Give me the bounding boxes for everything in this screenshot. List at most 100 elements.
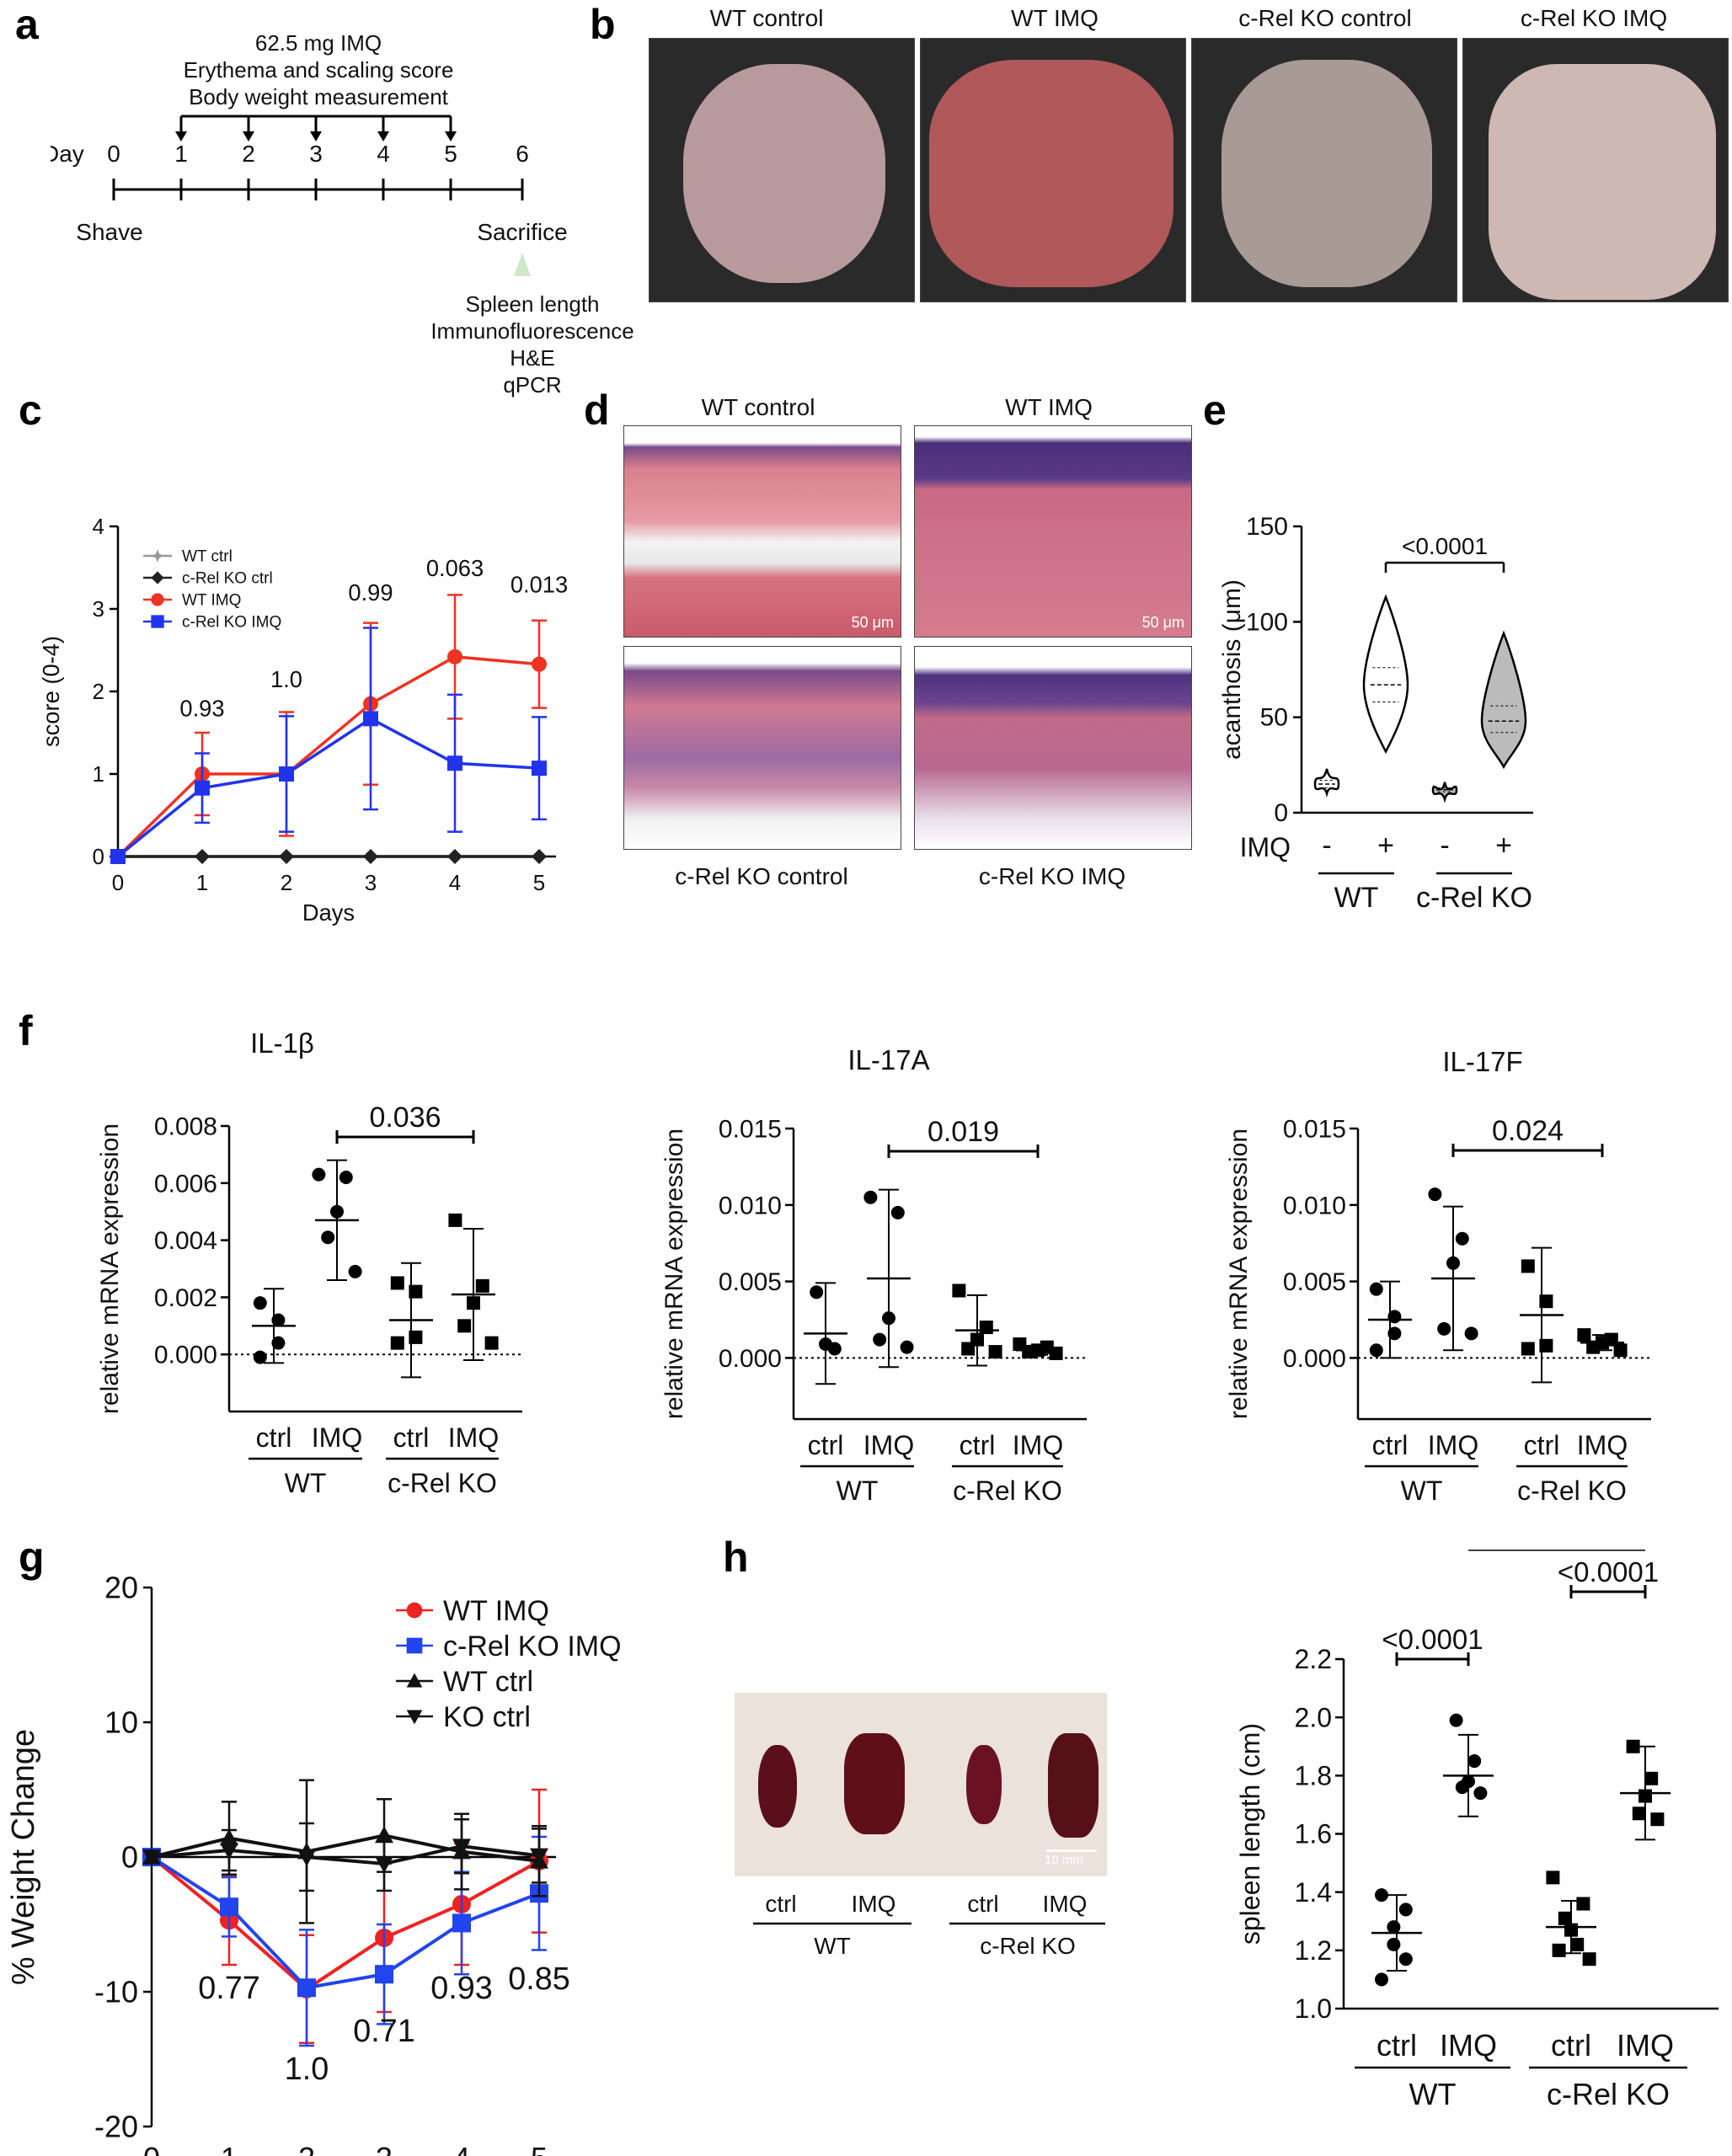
data-point bbox=[961, 1342, 976, 1356]
legend-marker bbox=[151, 593, 164, 606]
x-tick-label: 2 bbox=[298, 2141, 315, 2156]
histology-title-3: c-Rel KO IMQ bbox=[978, 863, 1126, 889]
histology-wt-imq: 50 μm bbox=[914, 425, 1192, 638]
data-point bbox=[979, 1321, 993, 1335]
il17f-dot-chart: 0.000 0.005 0.010 0.015 IL-17F relative mRNA … bbox=[1225, 1046, 1651, 1506]
data-point bbox=[1455, 1780, 1469, 1795]
timeline-day-label: Day bbox=[51, 141, 84, 167]
data-point bbox=[1521, 1259, 1535, 1273]
series-line bbox=[151, 1844, 540, 1866]
category-label: ctrl bbox=[960, 1430, 996, 1460]
y-axis-label: score (0-4) bbox=[38, 636, 64, 747]
panel-label-a: a bbox=[15, 1, 39, 48]
photo-cat-2: ctrl bbox=[967, 1891, 998, 1917]
x-tick-label: 0 bbox=[112, 870, 124, 895]
p-value-label: 0.71 bbox=[353, 2014, 415, 2049]
data-point bbox=[297, 1978, 316, 1998]
skin-photo-ko-imq bbox=[1462, 38, 1729, 302]
group-label: c-Rel KO bbox=[1547, 2077, 1670, 2111]
timeline-day-0: 0 bbox=[107, 141, 120, 167]
series-line bbox=[150, 1855, 540, 1990]
data-point bbox=[220, 1897, 238, 1917]
panel-label-d: d bbox=[584, 387, 610, 434]
timeline-diagram: 62.5 mg IMQ Erythema and scaling score B… bbox=[51, 30, 634, 398]
data-point bbox=[1049, 1346, 1063, 1360]
group-1 bbox=[1443, 1713, 1494, 1817]
p-value-label: 0.063 bbox=[426, 555, 484, 581]
y-tick-label: 1 bbox=[93, 761, 104, 787]
data-point bbox=[900, 1340, 914, 1354]
comparison-p-value: <0.0001 bbox=[1382, 1624, 1483, 1655]
p-value-label: 0.93 bbox=[430, 1971, 493, 2006]
x-tick-label: 3 bbox=[365, 870, 377, 895]
il17a-dot-chart: 0.000 0.005 0.010 0.015 IL-17A relative mRNA … bbox=[660, 1044, 1087, 1506]
y-axis-label: spleen length (cm) bbox=[1235, 1723, 1265, 1945]
y-tick-label: 0.010 bbox=[1283, 1192, 1346, 1219]
series-line bbox=[151, 1833, 540, 1863]
row-label: IMQ bbox=[1240, 832, 1291, 862]
y-tick-label: 0.004 bbox=[154, 1227, 217, 1255]
timeline-day-6: 6 bbox=[516, 141, 529, 167]
timeline-arrow-head-icon bbox=[377, 131, 389, 141]
y-tick-label: 0.000 bbox=[719, 1345, 782, 1373]
timeline-arrow-head-icon bbox=[445, 131, 457, 141]
data-point bbox=[1650, 1812, 1665, 1827]
group-label: WT bbox=[1334, 882, 1379, 914]
data-point bbox=[532, 656, 547, 672]
skin-photo-wt-control bbox=[649, 38, 915, 302]
il1b-dot-chart: 0.000 0.002 0.004 0.006 0.008 IL-1β relative m… bbox=[96, 1027, 522, 1498]
category-label: ctrl bbox=[1372, 1430, 1409, 1460]
panel-label-c: c bbox=[19, 387, 42, 434]
y-axis-label: relative mRNA expression bbox=[1225, 1129, 1253, 1419]
y-tick-label: 0.015 bbox=[719, 1116, 782, 1144]
data-point bbox=[988, 1345, 1002, 1359]
chart-title: IL-1β bbox=[250, 1027, 314, 1059]
data-point bbox=[375, 1856, 393, 1873]
timeline-day-2: 2 bbox=[242, 141, 255, 167]
legend: WT ctrl c-Rel KO ctrl WT IMQ c-Rel KO IMQ bbox=[143, 548, 281, 632]
photo-group-0: WT bbox=[814, 1933, 851, 1959]
data-point bbox=[1632, 1806, 1646, 1821]
timeline-day-ticks: 0 1 2 3 4 5 6 bbox=[107, 141, 529, 200]
group-3 bbox=[1577, 1328, 1628, 1358]
data-point bbox=[375, 1826, 393, 1844]
data-point bbox=[271, 1313, 286, 1327]
skin-photo-ko-control bbox=[1191, 38, 1457, 302]
category-label: ctrl bbox=[1551, 2028, 1591, 2063]
comparison-p-value: <0.0001 bbox=[1558, 1556, 1659, 1588]
y-tick-label: 1.8 bbox=[1295, 1761, 1332, 1791]
data-point bbox=[475, 1278, 489, 1293]
data-point bbox=[1369, 1282, 1383, 1296]
data-point bbox=[1626, 1739, 1640, 1753]
series-line bbox=[150, 1855, 540, 1992]
y-tick-label: 4 bbox=[93, 514, 104, 539]
category-label: IMQ bbox=[1428, 1430, 1478, 1460]
scalebar-label: 10 mm bbox=[1045, 1853, 1083, 1867]
data-point bbox=[532, 849, 547, 864]
x-axis-label: Days bbox=[302, 899, 355, 926]
acanthosis-violin-chart: 0 50 100 150 acanthosis (μm) - + - + IMQ WT c-Rel K… bbox=[1218, 513, 1533, 914]
y-tick-label: 0.000 bbox=[154, 1342, 217, 1369]
data-point bbox=[348, 1264, 362, 1278]
series-line bbox=[116, 717, 540, 858]
data-point bbox=[279, 849, 294, 864]
photo-title-3: c-Rel KO IMQ bbox=[1520, 5, 1668, 31]
photo-cat-0: ctrl bbox=[765, 1891, 796, 1917]
legend-marker bbox=[406, 1602, 423, 1619]
violin bbox=[1362, 594, 1409, 755]
group-3 bbox=[1013, 1337, 1063, 1360]
comparison-p-value: 0.024 bbox=[1492, 1115, 1564, 1147]
legend-marker bbox=[151, 549, 164, 563]
y-tick-label: 0.015 bbox=[1283, 1116, 1346, 1144]
legend-label: c-Rel KO ctrl bbox=[182, 570, 273, 588]
group-label: c-Rel KO bbox=[1416, 882, 1532, 914]
data-point bbox=[827, 1342, 842, 1356]
violin bbox=[1313, 768, 1340, 798]
comparison-p-value: 0.98 bbox=[1530, 1550, 1584, 1556]
y-tick-label: 10 bbox=[104, 1705, 138, 1740]
data-point bbox=[363, 711, 378, 727]
panel-label-b: b bbox=[590, 1, 616, 48]
photo-title-1: WT IMQ bbox=[1011, 5, 1099, 31]
data-point bbox=[363, 849, 378, 864]
